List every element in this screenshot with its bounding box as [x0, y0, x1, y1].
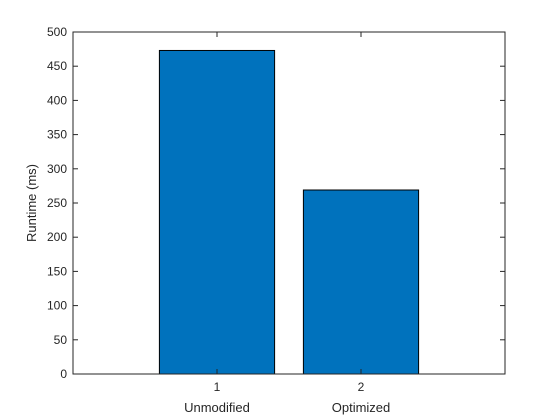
y-axis-label: Runtime (ms): [24, 164, 39, 242]
y-tick-label: 100: [47, 299, 67, 313]
y-tick-label: 500: [47, 25, 67, 39]
y-tick-label: 250: [47, 196, 67, 210]
y-tick-label: 50: [54, 333, 68, 347]
y-tick-label: 200: [47, 230, 67, 244]
y-tick-label: 450: [47, 59, 67, 73]
y-axis-ticks: 0 50 100 150 200 250 300 350 400 450 500: [47, 25, 505, 381]
bars-layer: [158, 49, 420, 375]
axes-box: [72, 31, 506, 375]
y-tick-label: 0: [60, 367, 67, 381]
bar-optimized: [302, 189, 420, 375]
x-tick-label: 2: [358, 380, 365, 394]
x-category-label: Unmodified: [184, 400, 250, 415]
y-tick-label: 350: [47, 128, 67, 142]
y-tick-label: 150: [47, 264, 67, 278]
y-tick-label: 300: [47, 162, 67, 176]
x-tick-label: 1: [214, 380, 221, 394]
x-category-label: Optimized: [332, 400, 391, 415]
y-tick-label: 400: [47, 93, 67, 107]
bar-unmodified: [158, 49, 276, 375]
x-axis-ticks: 1 Unmodified 2 Optimized: [184, 32, 390, 415]
